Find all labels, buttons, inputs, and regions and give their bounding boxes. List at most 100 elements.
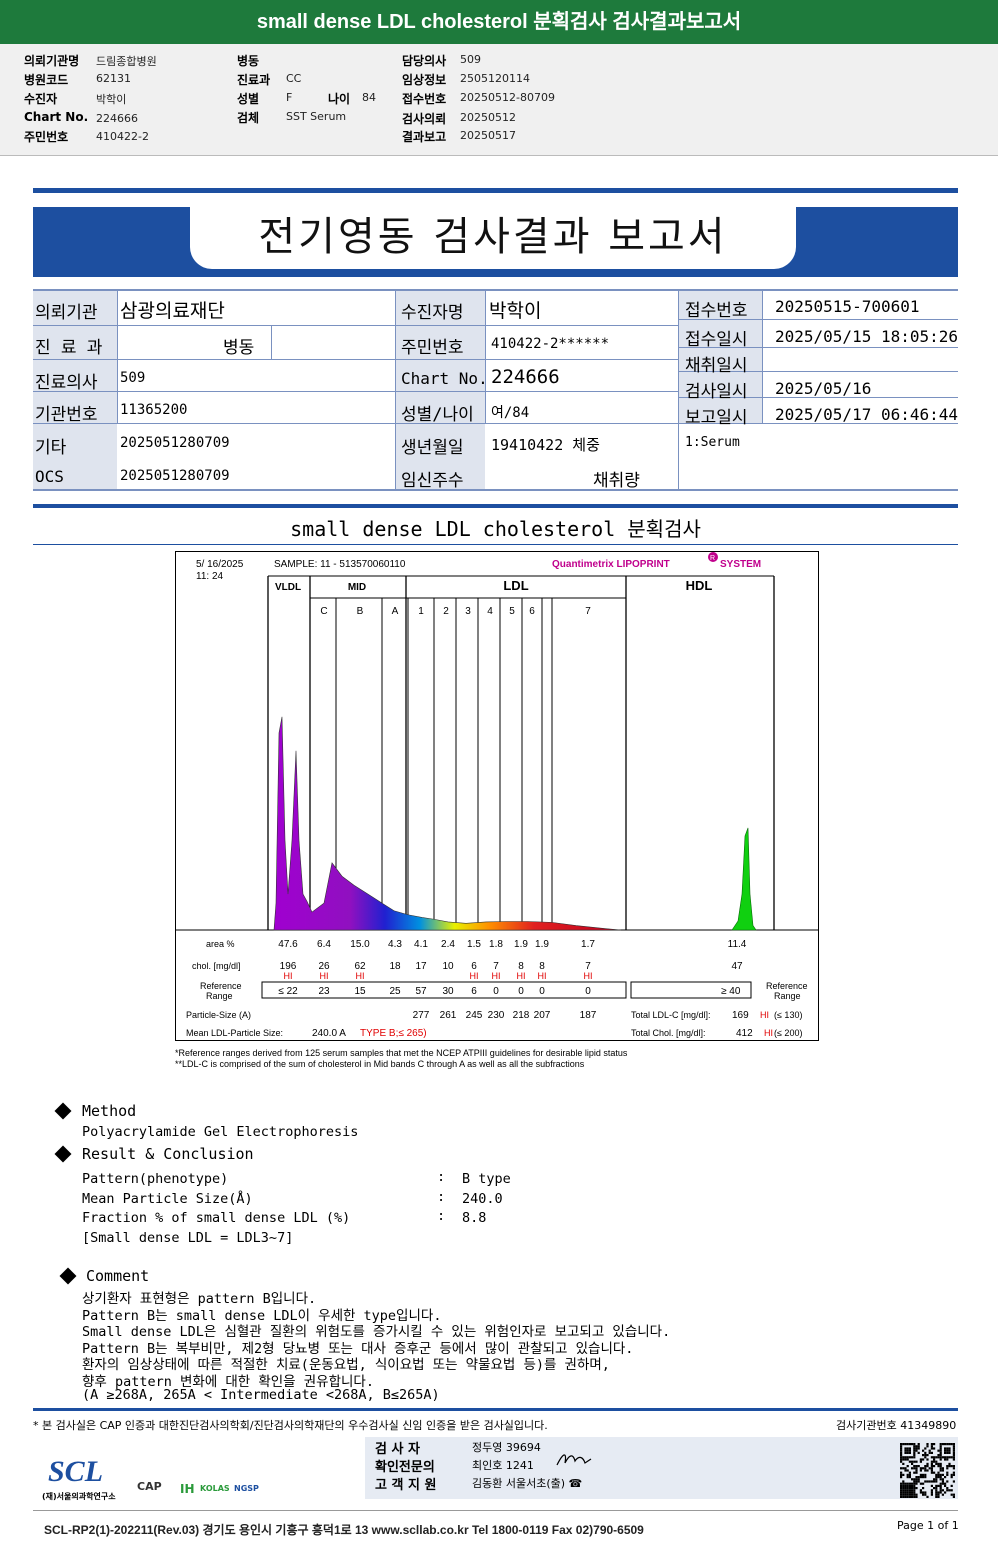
info-value: 19410422 체중 xyxy=(491,436,600,454)
qr-module xyxy=(933,1458,936,1461)
qr-module xyxy=(952,1495,955,1498)
info-label: 주민번호 xyxy=(401,338,464,358)
qr-module xyxy=(946,1458,949,1461)
info-value: 삼광의료재단 xyxy=(120,300,225,322)
page-number: Page 1 of 1 xyxy=(897,1519,959,1532)
row-label: Reference xyxy=(766,981,808,991)
qr-module xyxy=(915,1447,918,1450)
qr-module xyxy=(906,1473,909,1476)
qr-module xyxy=(933,1478,936,1481)
qr-module xyxy=(902,1456,905,1459)
chol-value: 7 xyxy=(585,961,591,972)
qr-module xyxy=(904,1451,907,1454)
qr-module xyxy=(913,1447,916,1450)
qr-module xyxy=(930,1443,933,1446)
qr-module xyxy=(906,1476,909,1479)
qr-module xyxy=(911,1495,914,1498)
qr-code-icon xyxy=(900,1443,955,1498)
qr-module xyxy=(919,1489,922,1492)
qr-module xyxy=(933,1456,936,1459)
qr-module xyxy=(939,1478,942,1481)
qr-module xyxy=(908,1491,911,1494)
qr-module xyxy=(924,1447,927,1450)
qr-module xyxy=(913,1460,916,1463)
qr-module xyxy=(939,1451,942,1454)
chart-system: Quantimetrix LIPOPRINT xyxy=(552,559,670,570)
lipoprint-chart: 5/ 16/2025 11: 24 SAMPLE: 11 - 513570060… xyxy=(175,551,819,1041)
chart-note: **LDL-C is comprised of the sum of chole… xyxy=(175,1059,585,1069)
qr-module xyxy=(913,1480,916,1483)
qr-module xyxy=(919,1458,922,1461)
area-value: 1.9 xyxy=(514,939,528,950)
qr-module xyxy=(902,1480,905,1483)
qr-module xyxy=(935,1484,938,1487)
reference-value: 15 xyxy=(354,986,366,997)
qr-module xyxy=(908,1443,911,1446)
qr-module xyxy=(900,1482,903,1485)
qr-module xyxy=(935,1495,938,1498)
qr-module xyxy=(939,1476,942,1479)
qr-module xyxy=(906,1443,909,1446)
qr-module xyxy=(948,1451,951,1454)
info-label: 수진자명 xyxy=(401,303,464,323)
info-label: 채취일시 xyxy=(685,356,748,376)
qr-module xyxy=(935,1476,938,1479)
info-label: 생년월일 xyxy=(401,438,464,458)
info-value: 509 xyxy=(120,370,146,386)
qr-module xyxy=(906,1489,909,1492)
qr-module xyxy=(944,1451,947,1454)
qr-module xyxy=(950,1473,953,1476)
qr-module xyxy=(937,1449,940,1452)
signature-box xyxy=(365,1437,958,1499)
qr-module xyxy=(922,1467,925,1470)
result-heading: Result & Conclusion xyxy=(82,1145,254,1163)
comment-line: Pattern B는 복부비만, 제2형 당뇨병 또는 대사 증후군 등에서 많… xyxy=(82,1341,634,1357)
qr-module xyxy=(902,1443,905,1446)
qr-module xyxy=(937,1484,940,1487)
qr-module xyxy=(933,1460,936,1463)
qr-module xyxy=(911,1443,914,1446)
header-value: 박학이 xyxy=(96,93,127,106)
band-label: 3 xyxy=(465,606,471,617)
area-value: 15.0 xyxy=(350,939,370,950)
result-label: Fraction % of small dense LDL (%) xyxy=(82,1210,351,1226)
qr-module xyxy=(913,1467,916,1470)
qr-module xyxy=(928,1467,931,1470)
qr-module xyxy=(935,1480,938,1483)
method-text: Polyacrylamide Gel Electrophoresis xyxy=(82,1124,359,1140)
lab-number: 검사기관번호 41349890 xyxy=(836,1419,957,1432)
qr-module xyxy=(935,1489,938,1492)
reference-value: 0 xyxy=(585,986,591,997)
result-value: 8.8 xyxy=(462,1210,487,1226)
info-label: 검사일시 xyxy=(685,382,748,402)
qr-module xyxy=(935,1473,938,1476)
qr-module xyxy=(900,1447,903,1450)
qr-module xyxy=(915,1495,918,1498)
qr-module xyxy=(911,1491,914,1494)
qr-module xyxy=(939,1467,942,1470)
qr-module xyxy=(941,1480,944,1483)
reference-value: 0 xyxy=(518,986,524,997)
hi-flag: HI xyxy=(320,971,329,981)
header-label: 수진자 xyxy=(24,92,58,106)
qr-module xyxy=(900,1473,903,1476)
qr-module xyxy=(917,1480,920,1483)
qr-module xyxy=(924,1465,927,1468)
header-label: 결과보고 xyxy=(402,130,447,144)
qr-module xyxy=(919,1460,922,1463)
qr-module xyxy=(926,1458,929,1461)
qr-module xyxy=(913,1445,916,1448)
qr-module xyxy=(937,1454,940,1457)
qr-module xyxy=(917,1445,920,1448)
qr-module xyxy=(937,1471,940,1474)
header-value: 509 xyxy=(460,53,481,66)
hi-flag: HI xyxy=(517,971,526,981)
header-value: 84 xyxy=(362,91,376,104)
info-value: 410422-2****** xyxy=(491,336,610,352)
total-value: 169 xyxy=(732,1010,749,1021)
qr-module xyxy=(924,1467,927,1470)
qr-module xyxy=(908,1493,911,1496)
qr-module xyxy=(900,1456,903,1459)
qr-module xyxy=(908,1482,911,1485)
qr-module xyxy=(919,1476,922,1479)
